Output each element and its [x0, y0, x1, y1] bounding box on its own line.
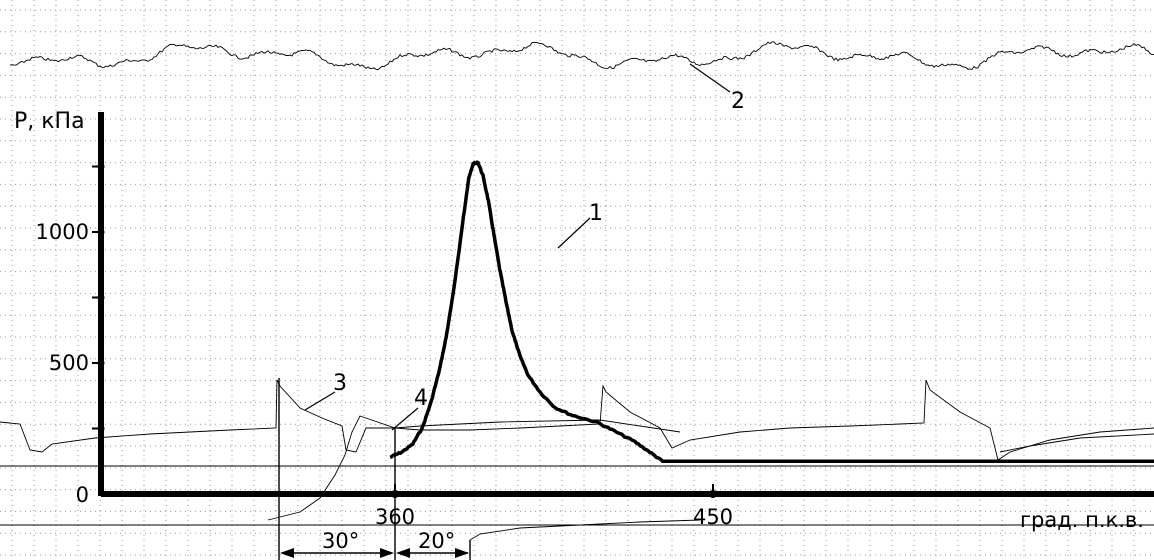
x-axis-label: град. п.к.в. — [1020, 508, 1144, 532]
interval-20-label: 20° — [418, 529, 455, 553]
callout-1-leader — [557, 217, 591, 249]
y-tick-label: 1000 — [36, 220, 89, 244]
interval-20-arrowhead-left — [396, 548, 410, 558]
series-1-line — [389, 160, 1154, 463]
curve-callouts: 1 2 3 4 — [304, 63, 745, 431]
interval-30-arrowhead-right — [380, 548, 394, 558]
interval-30-label: 30° — [322, 529, 359, 553]
callout-3-label: 3 — [333, 371, 347, 396]
x-tick-label: 450 — [693, 505, 733, 529]
series-2-line — [9, 41, 1154, 71]
y-tick-label: 0 — [76, 483, 89, 507]
interval-20-arrowhead-right — [455, 548, 469, 558]
callout-2-label: 2 — [731, 89, 745, 114]
series-4-line — [267, 415, 1154, 541]
x-ticks: 360 450 — [375, 484, 733, 529]
callout-1-label: 1 — [589, 201, 603, 226]
interval-30-arrowhead-left — [280, 548, 294, 558]
interval-markers: 30° 20° — [278, 378, 471, 560]
y-axis-label: P, кПа — [14, 109, 85, 134]
callout-2-leader — [689, 63, 731, 93]
callout-3-leader — [304, 391, 336, 411]
callout-4-leader — [391, 407, 419, 431]
callout-4-label: 4 — [414, 386, 428, 411]
y-ticks: 0 500 1000 — [36, 163, 105, 507]
y-tick-label: 500 — [49, 351, 89, 375]
series-3-line — [0, 379, 1154, 461]
